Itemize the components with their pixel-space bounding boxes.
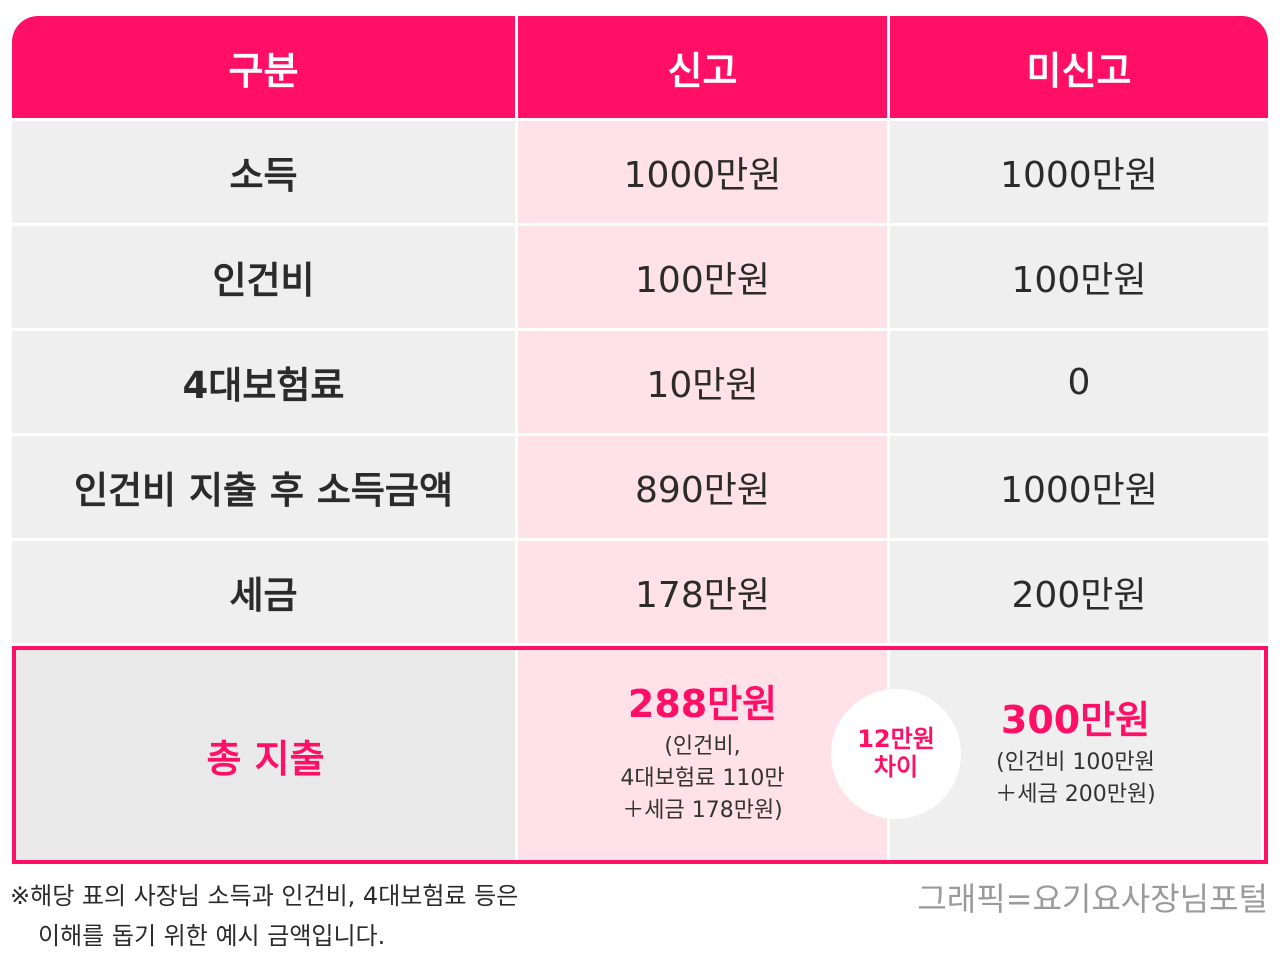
unreported-value: 200만원 [890, 541, 1268, 643]
table-row: 인건비 100만원 100만원 [12, 226, 1268, 328]
comparison-table: 구분 신고 미신고 소득 1000만원 1000만원 인건비 100만원 100… [12, 16, 1268, 864]
total-row: 총 지출 288만원 (인건비, 4대보험료 110만 ＋세금 178만원) 3… [12, 646, 1268, 864]
table-row: 4대보험료 10만원 0 [12, 331, 1268, 433]
total-unreported-amount: 300만원 [1000, 698, 1151, 743]
row-label: 인건비 [12, 226, 518, 328]
footnote-line: ※해당 표의 사장님 소득과 인건비, 4대보험료 등은 [10, 882, 519, 910]
footnote: ※해당 표의 사장님 소득과 인건비, 4대보험료 등은 이해를 돕기 위한 예… [10, 876, 518, 956]
reported-value: 178만원 [518, 541, 890, 643]
total-reported: 288만원 (인건비, 4대보험료 110만 ＋세금 178만원) [518, 650, 890, 860]
table-header: 구분 신고 미신고 [12, 16, 1268, 118]
reported-value: 10만원 [518, 331, 890, 433]
graphic-credit: 그래픽=요기요사장님포털 [917, 880, 1268, 918]
total-label: 총 지출 [16, 650, 518, 860]
row-label: 인건비 지출 후 소득금액 [12, 436, 518, 538]
total-unreported-detail: (인건비 100만원 ＋세금 200만원) [995, 747, 1156, 811]
header-unreported: 미신고 [1026, 48, 1132, 93]
detail-line: (인건비, [664, 734, 741, 759]
header-reported: 신고 [518, 16, 890, 118]
difference-amount: 12만원 [857, 725, 935, 754]
difference-badge: 12만원 차이 [831, 689, 961, 819]
row-label: 소득 [12, 121, 518, 223]
row-label: 세금 [12, 541, 518, 643]
table-row: 인건비 지출 후 소득금액 890만원 1000만원 [12, 436, 1268, 538]
footnote-line: 이해를 돕기 위한 예시 금액입니다. [38, 922, 386, 950]
total-reported-detail: (인건비, 4대보험료 110만 ＋세금 178만원) [620, 731, 784, 827]
unreported-value: 100만원 [890, 226, 1268, 328]
unreported-value: 1000만원 [890, 121, 1268, 223]
header-category: 구분 [12, 16, 518, 118]
detail-line: (인건비 100만원 [996, 749, 1155, 775]
reported-value: 1000만원 [518, 121, 890, 223]
total-unreported: 300만원 (인건비 100만원 ＋세금 200만원) [890, 650, 1264, 860]
reported-value: 890만원 [518, 436, 890, 538]
table-row: 소득 1000만원 1000만원 [12, 121, 1268, 223]
difference-label: 차이 [873, 753, 919, 781]
total-reported-amount: 288만원 [627, 682, 778, 727]
table-row: 세금 178만원 200만원 [12, 541, 1268, 643]
row-label: 4대보험료 [12, 331, 518, 433]
detail-line: 4대보험료 110만 [620, 765, 785, 791]
detail-line: ＋세금 200만원) [995, 781, 1156, 807]
detail-line: ＋세금 178만원) [622, 797, 783, 823]
reported-value: 100만원 [518, 226, 890, 328]
unreported-value: 0 [890, 331, 1268, 433]
unreported-value: 1000만원 [890, 436, 1268, 538]
